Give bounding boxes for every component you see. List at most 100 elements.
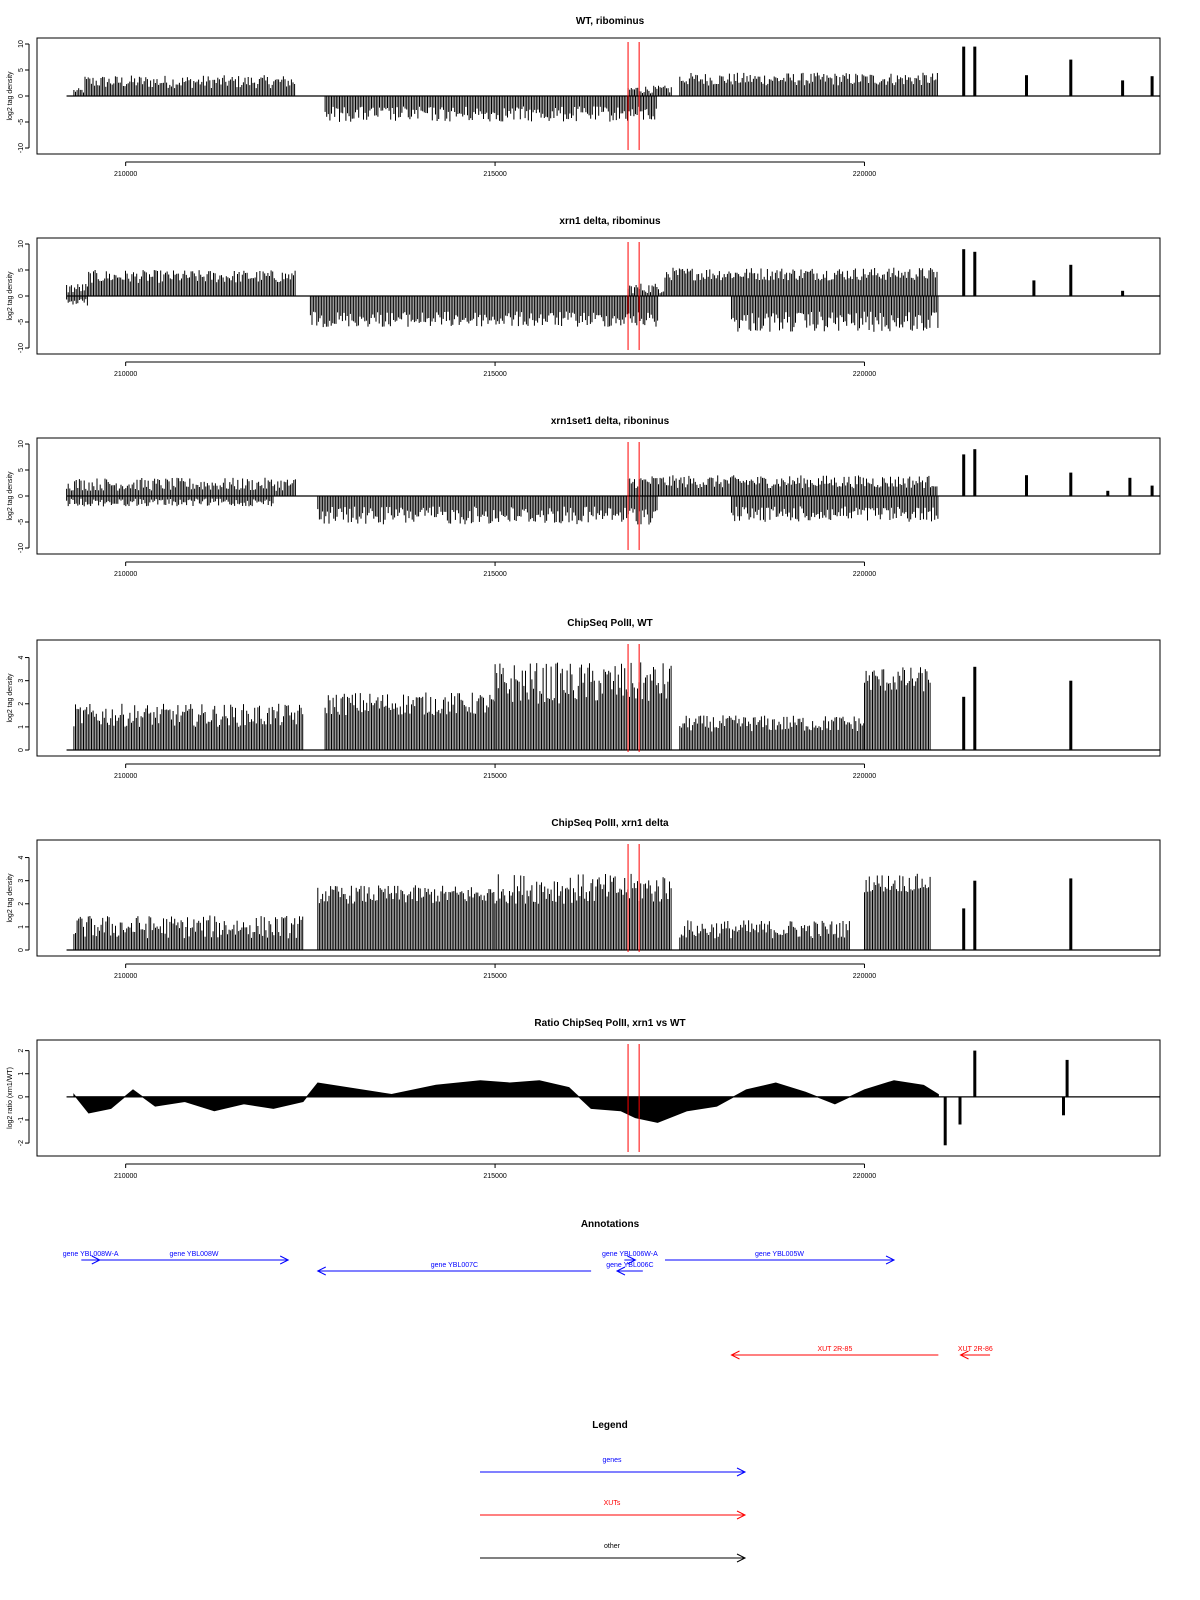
signal-peak [973,46,977,96]
x-tick-label: 215000 [483,1173,506,1180]
gene-label: gene YBL007C [431,1262,478,1269]
y-tick-label: 1 [18,1072,25,1076]
x-tick-label: 220000 [853,371,876,378]
x-tick-label: 220000 [853,773,876,780]
y-tick-label: 10 [18,40,25,48]
xut-annotation: XUT 2R-85 [730,1346,939,1360]
x-tick-label: 220000 [853,973,876,980]
signal-peak [943,1096,947,1146]
signal-peak [962,696,966,750]
y-tick-label: 0 [18,94,25,98]
panel-1: xrn1 delta, ribominus -10 -5 0 5 10 log2 tag d… [7,216,1161,378]
gene-arrow-head [279,1255,290,1265]
y-tick-label: 4 [18,656,25,660]
gene-arrow-head [615,1266,626,1276]
signal-peak [1150,485,1154,496]
y-tick-label: 5 [18,68,25,72]
annotations-title: Annotations [581,1219,640,1230]
y-tick-label: 2 [18,1049,25,1053]
signal-peak [1106,490,1110,496]
panel-title: xrn1set1 delta, riboninus [551,416,670,427]
y-tick-label: -5 [18,519,25,525]
plot-frame [36,639,1161,757]
y-tick-label: -1 [18,1117,25,1123]
panel-title: ChipSeq PolII, WT [567,618,653,629]
y-tick-label: 0 [18,748,25,752]
signal-peak [973,666,977,750]
y-tick-label: 0 [18,294,25,298]
x-tick-label: 215000 [483,171,506,178]
gene-label: gene YBL005W [755,1251,804,1258]
legend-arrow-head [736,1553,747,1563]
signal-peak [973,449,977,496]
y-axis-label: log2 tag density [7,471,14,521]
x-tick-label: 215000 [483,571,506,578]
y-tick-label: 4 [18,856,25,860]
panel-3: ChipSeq PolII, WT 0 1 2 3 4 log2 tag density 21… [7,618,1161,780]
gene-annotation: gene YBL006W-A [602,1251,658,1265]
y-tick-label: 10 [18,240,25,248]
signal-peak [1069,680,1073,750]
gene-annotation: gene YBL008W-A [63,1251,119,1265]
panel-5: Ratio ChipSeq PolII, xrn1 vs WT -2 -1 0 1 2 lo… [7,1018,1161,1180]
gene-label: gene YBL008W [170,1251,219,1258]
x-tick-label: 210000 [114,371,137,378]
gene-arrow-head [885,1255,896,1265]
gene-annotation: gene YBL008W [99,1251,290,1265]
y-tick-label: 2 [18,702,25,706]
signal-peak [1121,290,1125,296]
gene-annotation: gene YBL006C [606,1262,654,1276]
signal-peak [962,908,966,950]
legend-label: genes [602,1457,622,1464]
xut-label: XUT 2R-85 [817,1346,852,1353]
signal-peak [1069,59,1073,96]
y-tick-label: 2 [18,902,25,906]
y-tick-label: 10 [18,440,25,448]
signal-peak [1121,80,1125,96]
y-tick-label: -2 [18,1140,25,1146]
y-tick-label: 1 [18,725,25,729]
x-tick-label: 220000 [853,171,876,178]
x-tick-label: 210000 [114,973,137,980]
signal-peak [962,454,966,496]
y-tick-label: 0 [18,1095,25,1099]
gene-arrow-head [316,1266,326,1276]
signal-peak [1128,477,1132,496]
signal-peak [1069,472,1073,496]
legend-item: other [480,1543,747,1563]
x-tick-label: 210000 [114,171,137,178]
x-tick-label: 210000 [114,1173,137,1180]
legend-panel: Legend genes XUTs other [480,1420,747,1563]
y-tick-label: -10 [18,143,25,153]
signal-peak [1025,475,1028,496]
xut-arrow-head [959,1350,969,1360]
panel-title: ChipSeq PolII, xrn1 delta [551,818,669,829]
plot-frame [36,1039,1161,1157]
gene-label: gene YBL006C [606,1262,653,1269]
x-tick-label: 210000 [114,571,137,578]
y-axis-label: log2 tag density [7,271,14,321]
x-tick-label: 220000 [853,1173,876,1180]
y-axis-label: log2 tag density [7,873,14,923]
signal-peak [973,251,977,296]
legend-label: other [604,1543,621,1550]
signal-peak [1150,76,1154,96]
panel-title: xrn1 delta, ribominus [559,216,661,227]
signal-peak [973,880,977,950]
xut-arrow-head [730,1350,740,1360]
legend-item: genes [480,1457,747,1477]
signal-series [73,662,931,750]
y-tick-label: -5 [18,319,25,325]
panel-0: WT, ribominus -10 -5 0 5 10 log2 tag density 21… [7,16,1161,178]
legend-title: Legend [592,1420,628,1431]
gene-annotation: gene YBL005W [664,1251,896,1265]
signal-peak [1032,280,1036,296]
plot-frame [36,839,1161,957]
x-tick-label: 220000 [853,571,876,578]
legend-arrow-head [736,1467,747,1477]
gene-label: gene YBL008W-A [63,1251,119,1258]
signal-peak [1062,1096,1065,1116]
panel-title: Ratio ChipSeq PolII, xrn1 vs WT [534,1018,685,1029]
y-tick-label: 3 [18,679,25,683]
